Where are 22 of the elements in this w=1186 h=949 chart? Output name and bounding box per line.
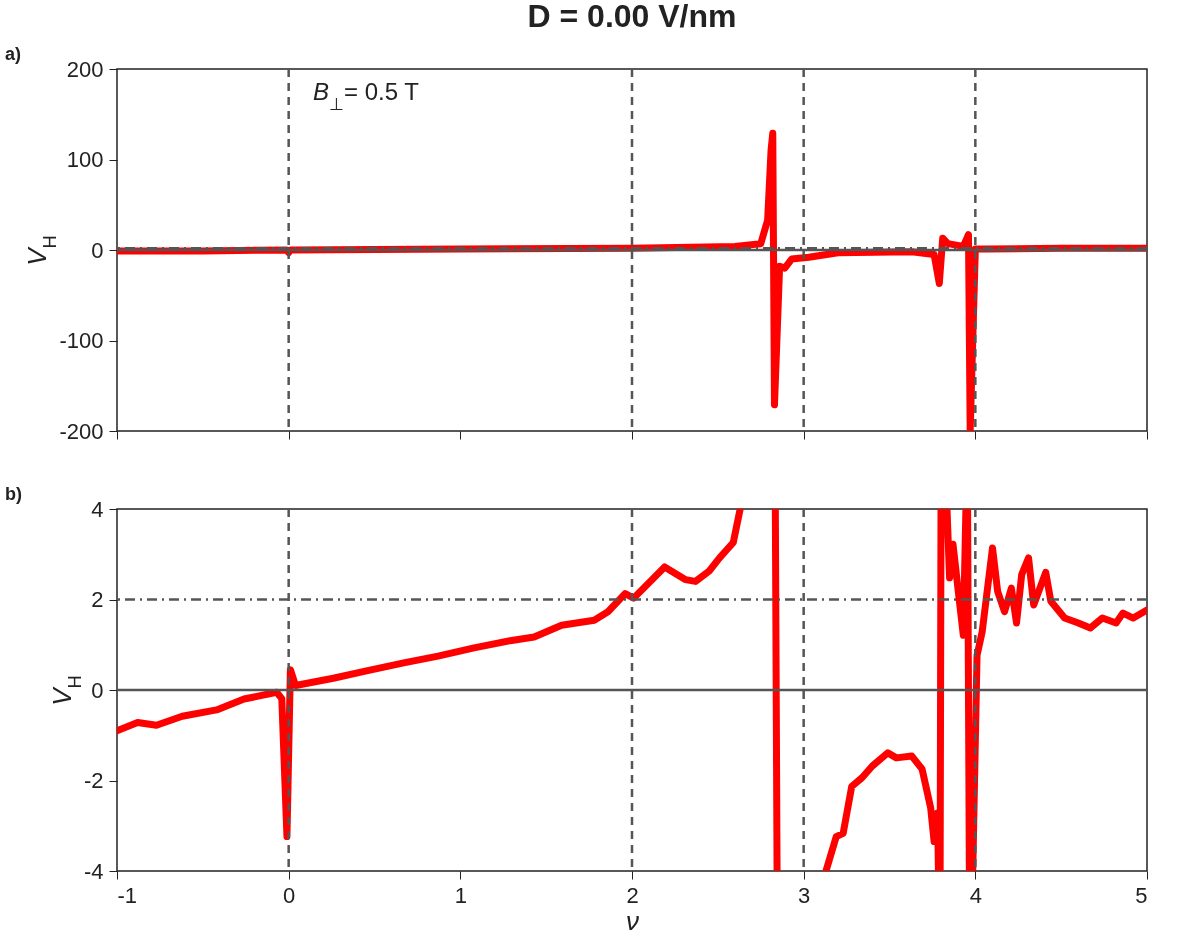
chart-title: D = 0.00 V/nm (527, 0, 737, 34)
x-tick-label: -1 (117, 882, 138, 908)
y-tick-label: -200 (59, 418, 104, 444)
y-tick-label: 100 (66, 147, 104, 172)
y-tick-label: 0 (91, 677, 104, 703)
x-tick-label: 0 (283, 882, 296, 908)
x-tick-label: 5 (1135, 882, 1148, 908)
text: b) (5, 484, 22, 504)
y-tick-label: -100 (59, 328, 104, 353)
x-tick-label: 1 (454, 882, 467, 908)
y-tick-label: 200 (66, 56, 104, 82)
y-tick-label: -4 (83, 858, 104, 884)
x-tick-label: 4 (969, 882, 982, 908)
y-tick-label: 0 (91, 237, 104, 263)
y-tick-label: 2 (91, 587, 104, 612)
x-axis-title: ν (626, 905, 639, 936)
y-tick-label: -2 (83, 768, 104, 793)
text: a) (5, 44, 22, 64)
x-tick-label: 3 (798, 882, 811, 908)
annotation: B$_{⊥}$= 0.5 T (313, 78, 420, 114)
y-tick-label: 4 (91, 496, 104, 522)
x-tick-label: 2 (626, 882, 639, 908)
